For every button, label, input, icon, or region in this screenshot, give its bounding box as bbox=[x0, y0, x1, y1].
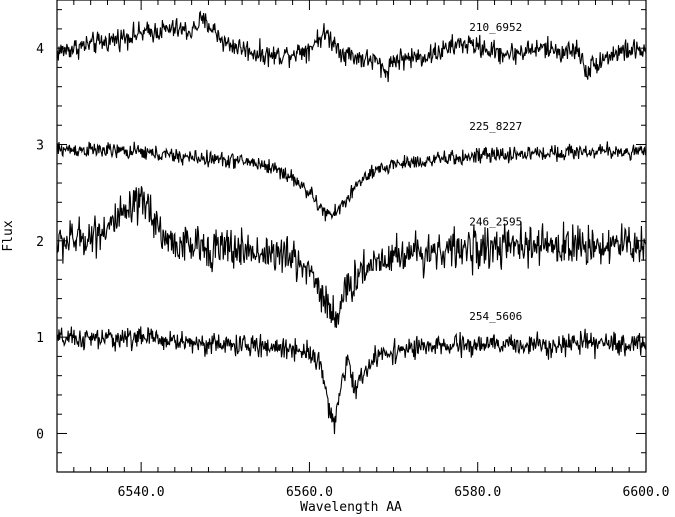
y-tick-label: 1 bbox=[36, 331, 44, 346]
spectrum-label: 254_5606 bbox=[469, 310, 522, 323]
y-tick-label: 0 bbox=[36, 427, 44, 442]
y-axis-title: Flux bbox=[1, 220, 16, 251]
spectra-series bbox=[56, 10, 647, 435]
x-axis-title: Wavelength AA bbox=[300, 500, 402, 515]
y-tick-label: 3 bbox=[36, 138, 44, 153]
y-tick-label: 2 bbox=[36, 235, 44, 250]
x-tick-label: 6600.0 bbox=[623, 485, 670, 500]
x-tick-label: 6560.0 bbox=[286, 485, 333, 500]
x-tick-label: 6580.0 bbox=[454, 485, 501, 500]
spectrum-line-225_8227 bbox=[56, 141, 647, 222]
spectrum-line-254_5606 bbox=[56, 326, 647, 435]
y-tick-label: 4 bbox=[36, 42, 44, 57]
spectrum-label: 210_6952 bbox=[469, 21, 522, 34]
spectrum-line-246_2595 bbox=[56, 186, 647, 328]
spectrum-line-210_6952 bbox=[56, 10, 647, 83]
x-tick-label: 6540.0 bbox=[118, 485, 165, 500]
spectrum-label: 225_8227 bbox=[469, 120, 522, 133]
plot-frame bbox=[56, 0, 647, 473]
spectrum-label: 246_2595 bbox=[469, 215, 522, 228]
axis-ticks: 6540.0 6560.0 6580.0 6600.0 0 1 2 3 4 bbox=[36, 0, 669, 500]
spectrum-labels: 210_6952 225_8227 246_2595 254_5606 bbox=[469, 21, 522, 323]
